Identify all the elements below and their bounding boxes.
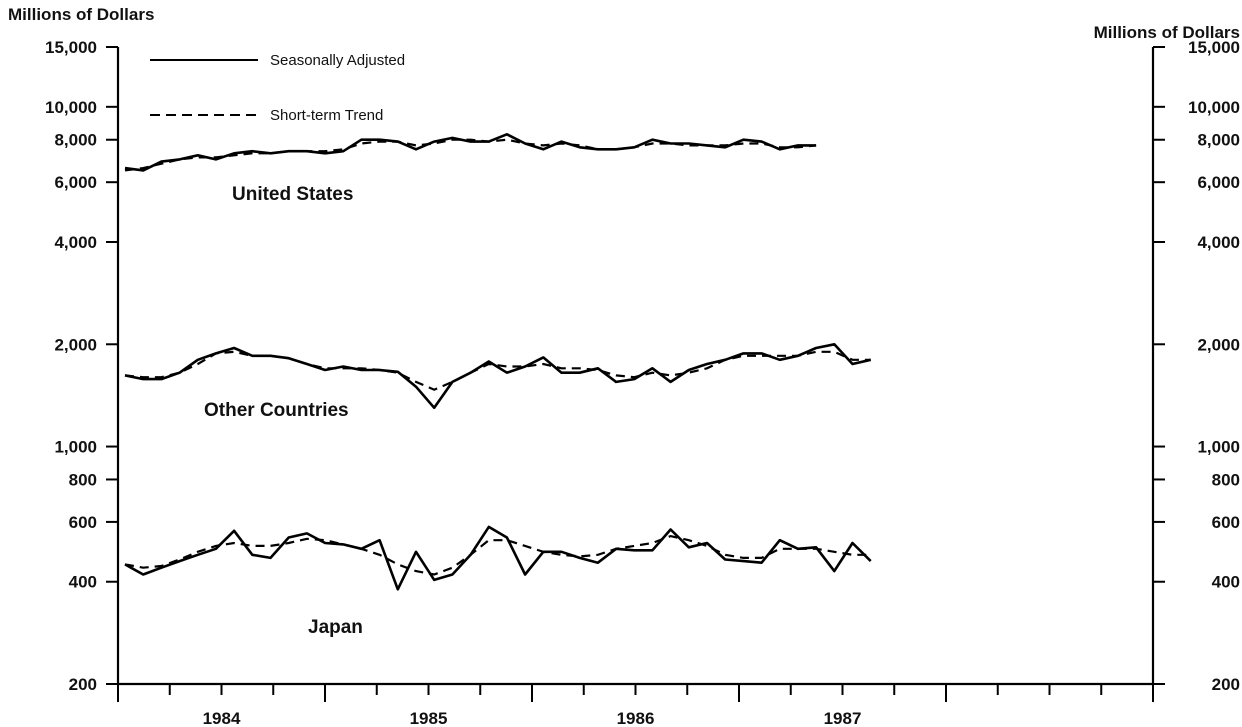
y-tick-label-left: 4,000 (54, 233, 97, 252)
y-tick-label-left: 600 (69, 513, 97, 532)
y-tick-label-right: 1,000 (1197, 438, 1240, 457)
y-tick-label-left: 800 (69, 470, 97, 489)
left-axis-caption: Millions of Dollars (8, 5, 154, 24)
x-ticks: 1984 1985 1986 1987 (117, 46, 1165, 727)
y-tick-label-left: 2,000 (54, 335, 97, 354)
united-states-adjusted-line (124, 133, 817, 172)
y-tick-label-left: 200 (69, 675, 97, 694)
series-label-united-states: United States (232, 184, 353, 205)
y-tick-label-right: 2,000 (1197, 335, 1240, 354)
japan-trend-line (124, 534, 871, 576)
legend-label-trend: Short-term Trend (270, 107, 383, 124)
other-countries-adjusted-line (124, 342, 871, 410)
legend-label-adjusted: Seasonally Adjusted (270, 52, 405, 69)
united-states-trend-line (124, 138, 817, 172)
series-label-japan: Japan (308, 617, 363, 638)
x-year-label: 1984 (203, 709, 241, 727)
y-tick-label-right: 8,000 (1197, 131, 1240, 150)
series-lines (124, 133, 872, 591)
x-year-label: 1985 (410, 709, 448, 727)
right-axis-caption: Millions of Dollars (1094, 23, 1240, 42)
y-tick-label-left: 1,000 (54, 438, 97, 457)
x-year-label: 1987 (824, 709, 862, 727)
japan-adjusted-line (124, 525, 872, 591)
y-tick-label-left: 6,000 (54, 173, 97, 192)
y-tick-label-right: 400 (1212, 573, 1240, 592)
y-tick-label-left: 10,000 (45, 98, 97, 117)
x-year-label: 1986 (617, 709, 655, 727)
y-ticks: 200 200 400 400 600 600 800 800 1,000 1,000 2,000 2… (45, 38, 1240, 694)
y-tick-label-left: 15,000 (45, 38, 97, 57)
series-label-other-countries: Other Countries (204, 400, 349, 421)
y-tick-label-right: 4,000 (1197, 233, 1240, 252)
other-countries-trend-line (124, 350, 871, 391)
y-tick-label-right: 6,000 (1197, 173, 1240, 192)
legend: Seasonally Adjusted Short-term Trend (150, 52, 405, 124)
y-tick-label-left: 8,000 (54, 131, 97, 150)
y-tick-label-right: 600 (1212, 513, 1240, 532)
y-tick-label-right: 10,000 (1188, 98, 1240, 117)
y-tick-label-right: 800 (1212, 470, 1240, 489)
y-tick-label-right: 200 (1212, 675, 1240, 694)
y-tick-label-right: 15,000 (1188, 38, 1240, 57)
y-tick-label-left: 400 (69, 573, 97, 592)
